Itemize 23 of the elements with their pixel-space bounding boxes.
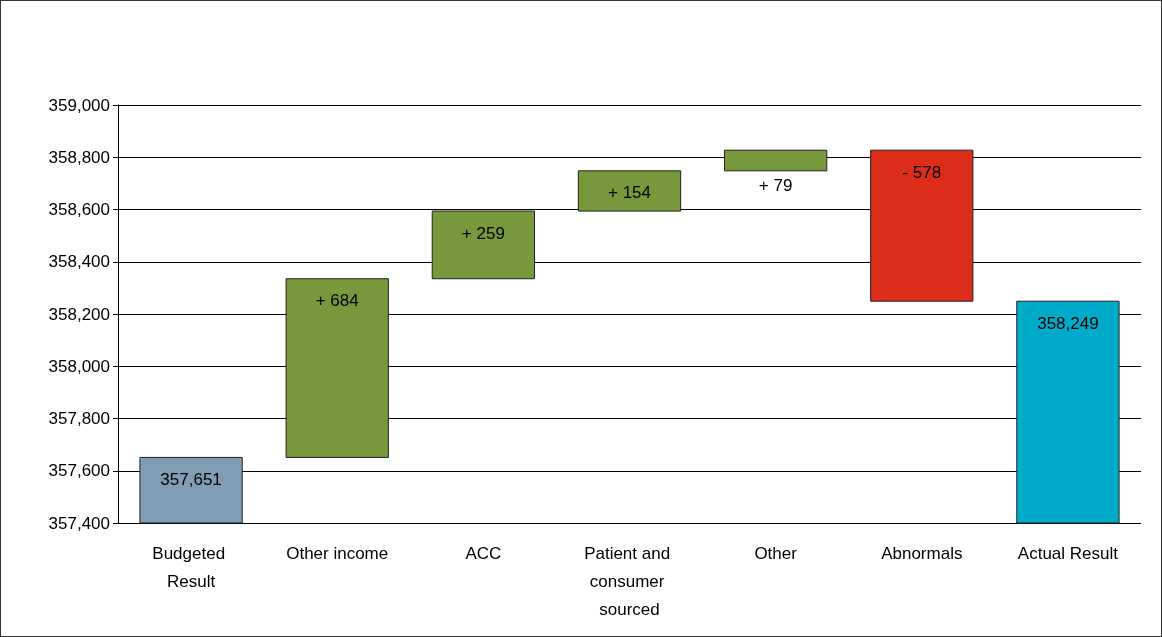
y-tick-label: 359,000 [48,95,110,115]
y-tick-label: 358,200 [48,304,110,324]
x-tick-label: Budgeted Result [152,543,230,591]
data-label: 357,651 [160,469,222,489]
x-tick-label: Patient and consumer sourced [584,543,675,619]
y-tick-label: 357,600 [48,461,110,481]
y-tick-label: 357,800 [48,409,110,428]
y-tick-label: 357,400 [48,513,110,533]
y-tick-label: 358,800 [48,147,110,167]
data-label: 358,249 [1037,313,1099,333]
data-label: + 684 [315,291,359,311]
data-label: + 259 [461,223,505,243]
y-tick-label: 358,400 [48,252,110,272]
data-label: + 154 [607,183,652,203]
x-tick-label: Actual Result [1017,543,1119,563]
x-tick-label: ACC [465,543,502,563]
y-tick-label: 358,000 [48,356,110,376]
data-label: - 578 [902,162,942,182]
data-label: + 79 [758,176,793,196]
x-tick-label: Other income [286,543,389,563]
y-tick-label: 358,600 [48,200,110,219]
x-tick-label: Other [754,543,798,563]
x-tick-label: Abnormals [881,543,963,563]
